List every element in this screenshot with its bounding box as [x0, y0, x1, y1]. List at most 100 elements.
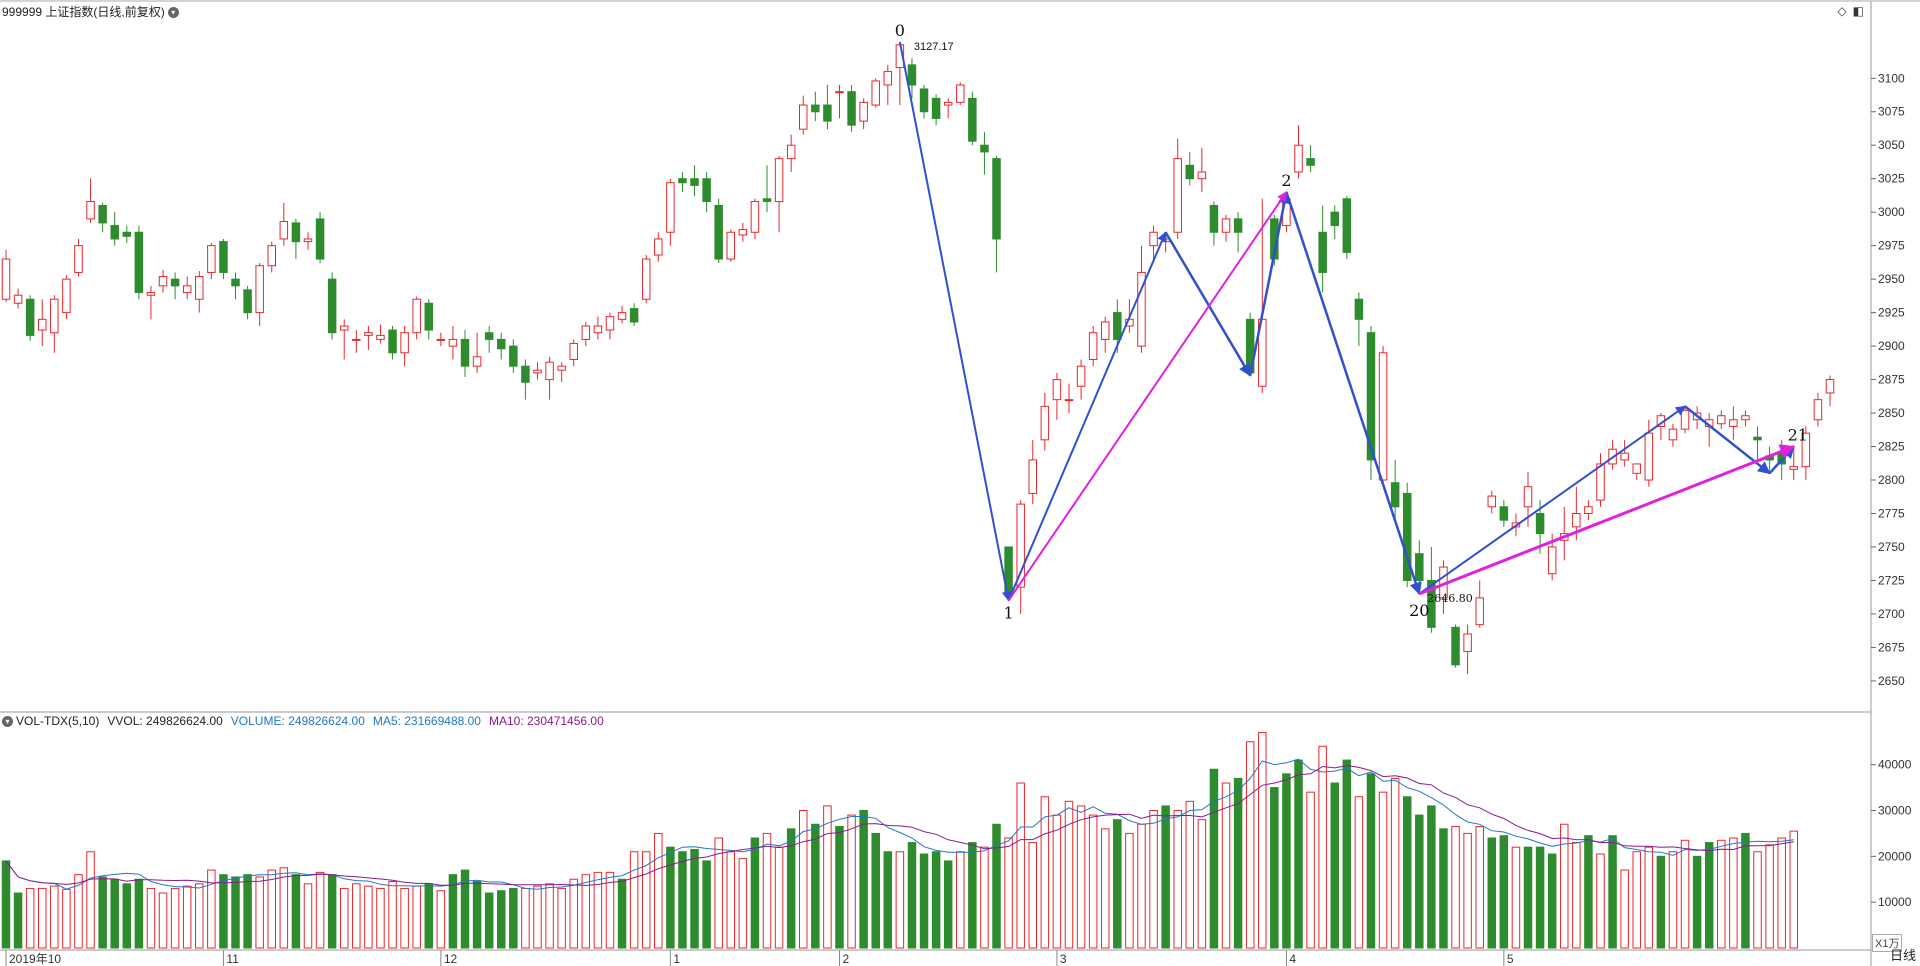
volume-bar [158, 892, 168, 949]
volume-bar [1270, 787, 1279, 949]
candle-body [267, 245, 276, 267]
volume-bar [255, 876, 264, 949]
candle-body [1221, 218, 1231, 233]
candle-body [352, 338, 361, 341]
price-tick-label: 2825 [1878, 440, 1905, 454]
price-tick-label: 3075 [1878, 105, 1905, 119]
candle-body [605, 316, 615, 331]
volume-bar [750, 837, 760, 949]
candle-body [1366, 332, 1376, 461]
candle-body [448, 338, 458, 347]
volume-bar [557, 887, 566, 949]
volume-bar [593, 871, 603, 949]
candle-body [1197, 171, 1207, 180]
volume-indicator-header: ▾ VOL-TDX(5,10) VVOL: 249826624.00 VOLUME: … [2, 714, 612, 728]
volume-bar [327, 874, 337, 949]
candle-body [1330, 211, 1339, 227]
volume-bar [654, 832, 663, 949]
candle-body [1415, 553, 1424, 581]
chart-title-text: 999999 上证指数(日线,前复权) [2, 5, 165, 19]
volume-bar [1463, 832, 1472, 949]
candle-body [1825, 379, 1835, 394]
volume-bar [533, 885, 542, 949]
price-tick-label: 2750 [1878, 540, 1905, 554]
volume-bar [629, 851, 639, 949]
volume-bar [1233, 777, 1243, 949]
volume-bar [412, 885, 421, 949]
candle-body [533, 369, 542, 374]
candle-body [1717, 415, 1726, 425]
candle-body [1016, 503, 1025, 588]
x-tick-label: 1 [673, 952, 680, 966]
volume-bar [678, 851, 687, 949]
candle-body [1620, 452, 1629, 461]
candle-body [1113, 312, 1122, 340]
candle-body [376, 334, 385, 340]
candle-body [1753, 436, 1762, 441]
diamond-icon[interactable]: ◇ [1837, 4, 1847, 18]
volume-bar [1692, 855, 1702, 949]
candle-body [1813, 399, 1823, 421]
peak-price-label: 3127.17 [914, 41, 954, 53]
candle-body [1789, 466, 1799, 470]
volume-bar [1282, 773, 1291, 949]
candle-body [1390, 482, 1400, 508]
period-tab[interactable]: 日线 [1889, 948, 1916, 963]
volume-bar [400, 887, 409, 949]
volume-bar [98, 876, 107, 949]
price-tick-label: 2650 [1878, 674, 1905, 688]
volume-bar [786, 828, 796, 949]
candle-body [557, 365, 566, 371]
volume-bar [231, 876, 240, 949]
volume-bar [1439, 828, 1448, 949]
candle-body [400, 332, 409, 354]
candle-body [1584, 506, 1593, 514]
x-tick-label: 11 [226, 952, 239, 966]
volume-bar [895, 851, 905, 949]
candle-body [1535, 512, 1545, 535]
candle-body [1, 258, 11, 300]
volume-bar [943, 860, 953, 949]
price-tick-label: 2925 [1878, 306, 1905, 320]
candle-body [1680, 409, 1690, 430]
volume-bar [690, 848, 699, 949]
volume-bar [641, 851, 651, 949]
candle-body [1378, 352, 1388, 481]
volume-bar [738, 858, 748, 949]
candle-body [279, 221, 289, 240]
candle-body [871, 80, 880, 106]
candle-body [364, 332, 373, 336]
volume-bar [1523, 846, 1533, 949]
candle-body [1354, 298, 1364, 320]
candle-body [762, 198, 772, 202]
chevron-down-icon[interactable]: ▾ [167, 7, 179, 19]
volume-bar [1644, 846, 1654, 949]
candle-body [931, 97, 941, 119]
volume-bar [339, 887, 349, 949]
price-tick-label: 3000 [1878, 205, 1905, 219]
panel-toggle-icon[interactable]: ◧ [1852, 4, 1864, 18]
candle-body [1040, 405, 1050, 441]
candle-body [1306, 158, 1315, 166]
candle-body [702, 178, 711, 202]
price-tick-label: 2900 [1878, 339, 1905, 353]
candle-body [158, 275, 168, 287]
volume-bar [1680, 839, 1690, 949]
volume-bar [1245, 741, 1255, 949]
volume-bar [726, 851, 736, 949]
candle-body [1427, 579, 1436, 628]
candle-body [388, 329, 397, 354]
chevron-down-icon[interactable]: ▾ [2, 716, 13, 728]
candle-body [86, 200, 95, 220]
volume-bar [1040, 796, 1050, 949]
volume-bar [569, 878, 578, 949]
candle-body [25, 298, 35, 336]
volume-bar [364, 885, 373, 949]
volume-bar [436, 890, 446, 949]
volume-bar [1, 860, 11, 949]
volume-bar [1789, 830, 1799, 949]
candle-body [1342, 198, 1352, 253]
x-tick-label: 2 [842, 952, 849, 966]
volume-bar [1161, 805, 1170, 949]
